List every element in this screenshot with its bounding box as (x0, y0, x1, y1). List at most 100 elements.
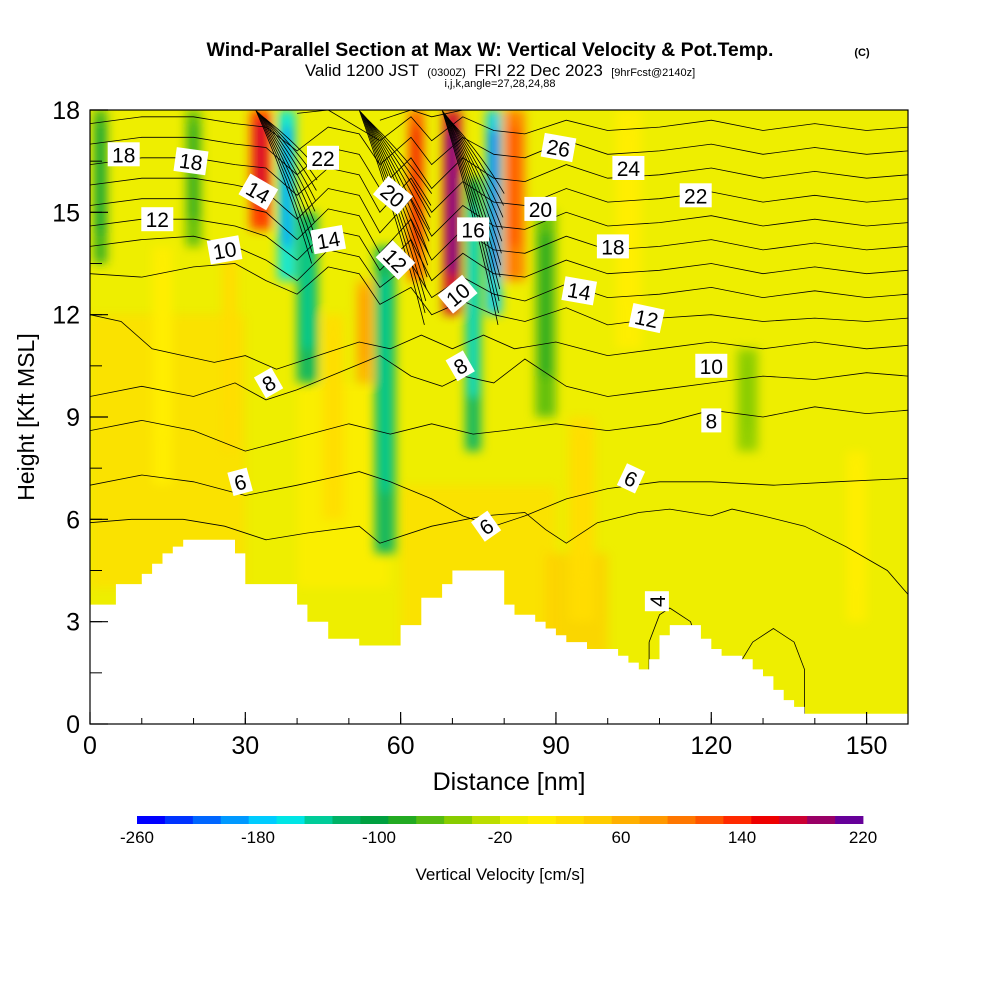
contour-label-bg (616, 463, 646, 494)
colorbar-swatch (444, 816, 473, 824)
chart-subtitle-indices: i,j,k,angle=27,28,24,88 (444, 78, 555, 90)
contour-label-bg (238, 173, 279, 211)
contour-label-bg (457, 217, 490, 242)
velocity-band-core (255, 121, 267, 206)
y-axis-label: Height [Kft MSL] (13, 333, 39, 500)
theta-contour-line (90, 198, 908, 261)
colorbar-swatch (500, 816, 529, 824)
contour-label-bg (695, 353, 728, 378)
colorbar-tick-label: -20 (488, 828, 513, 847)
x-tick-label: 60 (387, 732, 415, 760)
contour-label: 6 (227, 467, 253, 496)
contour-label: 10 (695, 353, 728, 379)
subtitle-valid: Valid 1200 JST (305, 61, 419, 80)
contour-label: 20 (524, 196, 557, 222)
contour-label: 18 (596, 234, 629, 259)
theta-contour-steep (442, 110, 499, 314)
theta-contour-steep (446, 116, 502, 254)
colorbar-swatch (388, 816, 417, 824)
theta-contour-steep (368, 120, 432, 206)
contour-label-bg (445, 350, 475, 382)
contour-label-text: 10 (700, 356, 723, 379)
colorbar-swatch (611, 816, 641, 824)
theta-contour-line (297, 110, 908, 142)
velocity-band-core (360, 290, 369, 363)
velocity-band-core (447, 130, 457, 274)
contour-label-bg (173, 147, 209, 176)
theta-contour-line (90, 136, 908, 190)
colorbar-label: Vertical Velocity [cm/s] (415, 865, 584, 884)
subtitle-forecast: [9hrFcst@2140z] (611, 67, 695, 79)
theta-contour-steep (257, 111, 314, 243)
contour-label-bg (375, 240, 416, 280)
velocity-band-core (742, 359, 753, 431)
contour-label: 18 (173, 147, 209, 176)
theta-contour-steep (262, 116, 317, 191)
theta-contour-steep (358, 110, 425, 325)
velocity-band-core (97, 125, 104, 233)
theta-contour-steep (449, 119, 504, 218)
contour-label-text: 6 (232, 471, 249, 496)
contour-label: 4 (644, 591, 670, 612)
theta-contour-steep (443, 112, 500, 302)
colorbar-tick-label: 60 (612, 828, 631, 847)
contour-label: 8 (253, 367, 284, 399)
velocity-band-core (509, 127, 520, 247)
colorbar-tick-label: 140 (728, 828, 756, 847)
copyright-mark: (C) (854, 47, 870, 59)
colorbar: -260 -180 -100 -20 60 140 220 Vertical Velocity… (120, 816, 877, 884)
theta-contour-steep (366, 118, 431, 230)
theta-contour-steep (369, 121, 433, 194)
theta-contour-steep (447, 117, 503, 242)
contour-label-bg (206, 235, 243, 265)
contour-label-bg (372, 175, 413, 215)
contour-label-text: 18 (178, 150, 204, 176)
theta-contour-line (90, 218, 908, 282)
theta-contour-line (90, 508, 908, 595)
theta-contour-steep (258, 112, 315, 233)
colorbar-swatch (807, 816, 836, 824)
contour-label-text: 16 (461, 219, 484, 242)
contour-label-bg (628, 303, 665, 334)
contour-label-bg (227, 467, 253, 496)
contour-label-bg (701, 408, 722, 433)
contour-label-text: 24 (617, 158, 641, 181)
contour-label-bg (679, 183, 712, 208)
contour-label: 18 (107, 142, 140, 167)
contour-label-text: 14 (315, 228, 342, 255)
contour-label-bg (141, 207, 174, 232)
colorbar-swatch (639, 816, 668, 824)
contour-label-bg (612, 156, 645, 180)
theta-contour-line (90, 157, 908, 213)
contour-label: 22 (307, 145, 339, 171)
colorbar-swatch (416, 816, 445, 824)
chart-subtitle: Valid 1200 JST (0300Z) FRI 22 Dec 2023 [… (305, 61, 695, 80)
subtitle-date: FRI 22 Dec 2023 (474, 61, 603, 80)
theta-contour-steep (448, 118, 503, 230)
y-tick-label: 12 (52, 302, 80, 330)
theta-contour-line (90, 263, 908, 326)
y-tick-label: 6 (66, 506, 80, 534)
contour-label: 20 (372, 175, 413, 215)
x-tick-label: 30 (231, 732, 259, 760)
contour-label: 8 (445, 350, 475, 382)
contour-label: 12 (141, 207, 174, 232)
contour-label-text: 18 (601, 236, 624, 259)
theta-contour-steep (259, 113, 315, 222)
colorbar-tick-label: -100 (362, 828, 396, 847)
colorbar-swatch (779, 816, 808, 824)
x-tick-label: 90 (542, 732, 570, 760)
contour-label: 14 (310, 225, 347, 255)
x-tick-label: 120 (690, 732, 732, 760)
colorbar-swatch (555, 816, 585, 824)
velocity-band-core (225, 266, 234, 411)
colorbar-swatch (695, 816, 724, 824)
contour-label-bg (307, 145, 339, 170)
x-axis-label: Distance [nm] (433, 768, 586, 796)
contour-label-bg (561, 276, 598, 306)
contour-label-text: 18 (112, 144, 135, 167)
theta-contour-line (90, 116, 908, 166)
colorbar-swatch (360, 816, 389, 824)
contour-label: 22 (679, 183, 712, 208)
